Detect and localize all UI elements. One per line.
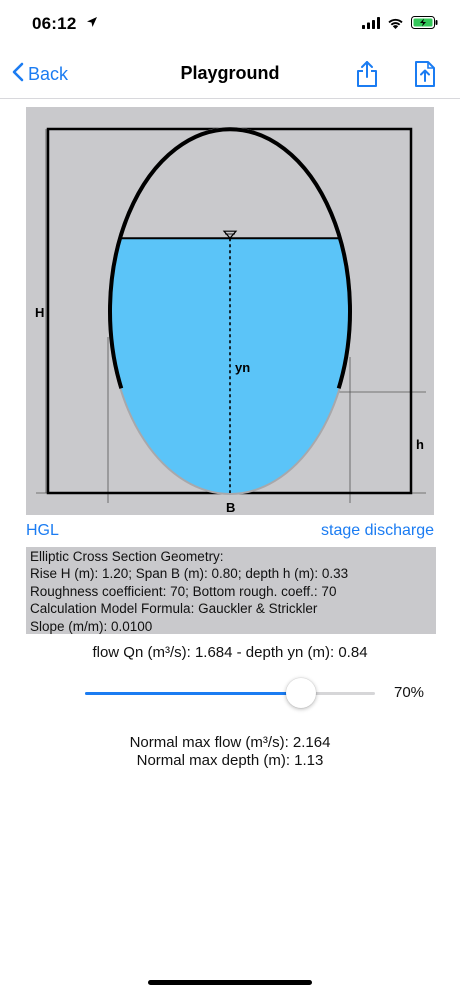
link-row: HGL stage discharge <box>26 520 434 542</box>
normal-max-flow: Normal max flow (m³/s): 2.164 <box>129 734 331 751</box>
info-line-geometry: Rise H (m): 1.20; Span B (m): 0.80; dept… <box>30 566 349 582</box>
back-button[interactable]: Back <box>12 60 68 88</box>
status-bar: 06:12 <box>0 0 460 50</box>
home-indicator <box>148 980 312 985</box>
label-B: B <box>226 500 235 515</box>
page-title: Playground <box>180 63 280 83</box>
status-time: 06:12 <box>32 14 77 33</box>
navigation-bar: Back Playground <box>0 50 460 99</box>
info-line-formula: Calculation Model Formula: Gauckler & St… <box>30 601 318 617</box>
share-icon[interactable] <box>355 60 379 93</box>
back-label: Back <box>28 63 69 84</box>
wifi-icon <box>387 16 404 34</box>
geometry-info-box: Elliptic Cross Section Geometry: Rise H … <box>26 547 436 634</box>
label-H: H <box>35 305 44 320</box>
label-yn: yn <box>235 360 250 375</box>
info-line-slope: Slope (m/m): 0.0100 <box>30 618 153 634</box>
chevron-left-icon <box>12 62 24 87</box>
info-line-roughness: Roughness coefficient: 70; Bottom rough.… <box>30 583 337 599</box>
slider-value-label: 70% <box>394 684 425 701</box>
water-level-slider[interactable] <box>85 676 375 710</box>
info-line-title: Elliptic Cross Section Geometry: <box>30 549 224 564</box>
cross-section-svg: H yn h B <box>26 107 434 515</box>
status-icons <box>362 16 438 34</box>
label-h: h <box>416 437 424 452</box>
export-document-icon[interactable] <box>414 60 436 93</box>
location-arrow-icon <box>86 15 98 33</box>
water-level-marker-icon <box>222 230 238 240</box>
slider-thumb[interactable] <box>286 678 316 708</box>
stage-discharge-link[interactable]: stage discharge <box>321 522 434 539</box>
slider-fill <box>85 692 288 695</box>
cellular-signal-icon <box>362 16 380 34</box>
cross-section-diagram: H yn h B <box>26 107 434 515</box>
flow-depth-result: flow Qn (m³/s): 1.684 - depth yn (m): 0.… <box>92 644 368 661</box>
battery-charging-icon <box>411 16 438 34</box>
normal-max-depth: Normal max depth (m): 1.13 <box>136 752 324 769</box>
hgl-link[interactable]: HGL <box>26 522 59 539</box>
ellipse-upper-outline <box>108 127 352 389</box>
